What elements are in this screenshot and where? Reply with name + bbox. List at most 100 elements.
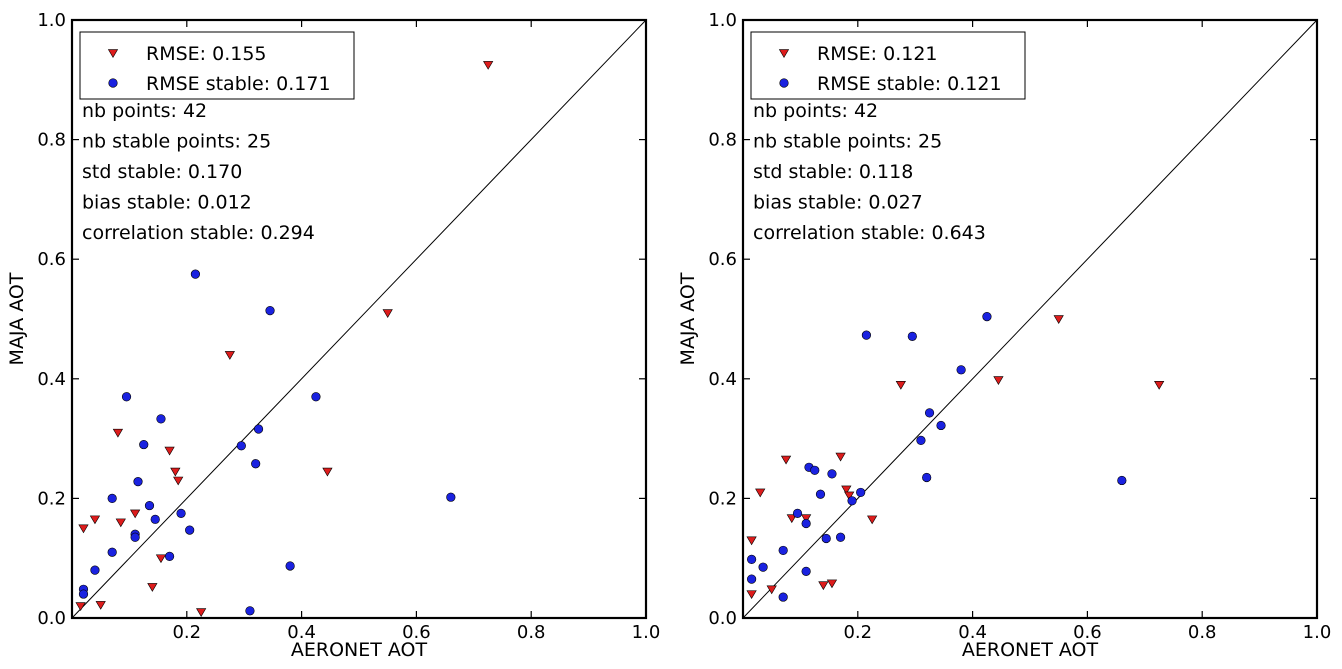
data-point-circle: [285, 561, 295, 571]
data-point-circle: [107, 493, 117, 504]
y-tick-label: 0.0: [37, 608, 66, 629]
data-point-triangle: [147, 583, 158, 592]
data-point-triangle: [835, 452, 846, 462]
data-point-triangle: [164, 446, 175, 456]
stat-line: correlation stable: 0.294: [82, 222, 315, 244]
data-point-circle: [253, 424, 264, 434]
data-point-circle: [156, 414, 166, 424]
data-point-triangle: [78, 524, 89, 534]
y-axis-label: MAJA AOT: [677, 272, 699, 365]
x-tick-label: 1.0: [632, 622, 661, 643]
x-axis-label: AERONET AOT: [962, 639, 1099, 661]
scatter-panel-2: 0.2 0.4 0.6 0.8 1.0 0.0 0.2 0.4 0.6 0.8 1.0 AERONET…: [677, 10, 1331, 661]
data-point-circle: [801, 566, 811, 576]
data-point-circle: [446, 492, 456, 502]
legend-entry: RMSE: 0.121: [817, 43, 938, 65]
data-point-circle: [144, 500, 155, 511]
one-to-one-line: [742, 19, 1318, 619]
data-point-triangle: [75, 602, 86, 612]
y-tick-label: 0.8: [37, 130, 66, 151]
data-point-triangle: [780, 455, 792, 465]
legend-entry: RMSE stable: 0.171: [146, 73, 331, 95]
stat-line: nb points: 42: [82, 100, 207, 122]
data-point-circle: [185, 525, 195, 535]
x-tick-label: 0.8: [1188, 622, 1217, 643]
data-point-triangle: [115, 518, 126, 528]
data-point-circle: [133, 477, 143, 487]
data-point-circle: [190, 269, 201, 279]
y-tick-label: 0.6: [708, 249, 737, 270]
data-point-circle: [982, 312, 992, 322]
data-point-triangle: [382, 309, 393, 318]
y-tick-label: 0.4: [708, 369, 737, 390]
legend-entry: RMSE stable: 0.121: [817, 73, 1002, 95]
stat-line: nb points: 42: [753, 100, 878, 122]
data-point-circle: [922, 472, 932, 483]
legend-box: [79, 31, 355, 100]
data-point-circle: [245, 606, 255, 616]
data-point-circle: [936, 420, 946, 431]
data-point-triangle: [801, 514, 812, 524]
stat-line: nb stable points: 25: [82, 131, 271, 153]
data-point-triangle: [993, 376, 1004, 385]
legend-box: [750, 31, 1026, 100]
y-tick-label: 1.0: [37, 10, 66, 31]
data-point-circle: [778, 545, 788, 556]
data-point-circle: [758, 562, 768, 572]
data-point-triangle: [841, 485, 852, 495]
data-point-triangle: [786, 514, 797, 524]
stat-line: bias stable: 0.012: [82, 192, 252, 214]
plot-frame: [741, 18, 1319, 620]
data-point-circle: [815, 489, 826, 499]
data-point-triangle: [95, 601, 106, 610]
data-point-circle: [236, 441, 246, 451]
y-tick-label: 0.2: [708, 488, 737, 509]
data-point-circle: [861, 330, 872, 340]
one-to-one-line: [71, 19, 647, 619]
data-point-circle: [847, 496, 857, 506]
data-point-triangle: [746, 590, 757, 600]
data-point-circle: [78, 589, 89, 599]
data-point-triangle: [483, 61, 494, 70]
x-axis-label: AERONET AOT: [291, 639, 428, 661]
x-tick-label: 0.8: [517, 622, 546, 643]
data-point-triangle: [895, 381, 906, 390]
legend-marker-triangle: [107, 49, 119, 58]
data-point-circle: [164, 551, 175, 562]
y-tick-label: 0.2: [37, 488, 66, 509]
data-point-triangle: [224, 351, 235, 360]
data-point-triangle: [818, 581, 829, 591]
data-point-triangle: [826, 579, 838, 589]
data-point-circle: [311, 392, 321, 402]
data-point-circle: [150, 514, 160, 524]
y-tick-label: 0.0: [708, 608, 737, 629]
stat-line: std stable: 0.118: [753, 161, 913, 183]
x-tick-label: 0.4: [958, 622, 987, 643]
y-tick-label: 1.0: [708, 10, 737, 31]
scatter-panel-1: 0.2 0.4 0.6 0.8 1.0 0.0 0.2 0.4 0.6 0.8 1.0 AERONET…: [6, 10, 660, 661]
data-point-triangle: [196, 608, 207, 617]
data-point-circle: [176, 508, 186, 518]
legend-marker-triangle: [778, 49, 790, 58]
data-point-circle: [139, 439, 149, 450]
data-point-circle: [956, 365, 966, 375]
data-point-triangle: [89, 515, 101, 525]
data-point-circle: [747, 574, 757, 584]
data-point-circle: [265, 306, 275, 316]
data-point-circle: [1117, 475, 1127, 486]
data-point-circle: [827, 469, 837, 479]
data-point-triangle: [746, 536, 757, 546]
data-point-circle: [792, 508, 803, 518]
x-tick-label: 1.0: [1303, 622, 1332, 643]
data-point-circle: [924, 408, 935, 418]
data-point-circle: [907, 331, 917, 341]
x-tick-label: 0.2: [843, 622, 872, 643]
data-point-circle: [251, 459, 261, 469]
data-point-circle: [856, 487, 866, 498]
x-tick-label: 0.2: [172, 622, 201, 643]
stat-line: correlation stable: 0.643: [753, 222, 986, 244]
y-tick-label: 0.8: [708, 130, 737, 151]
legend-marker-circle: [108, 78, 118, 88]
stat-line: std stable: 0.170: [82, 161, 242, 183]
